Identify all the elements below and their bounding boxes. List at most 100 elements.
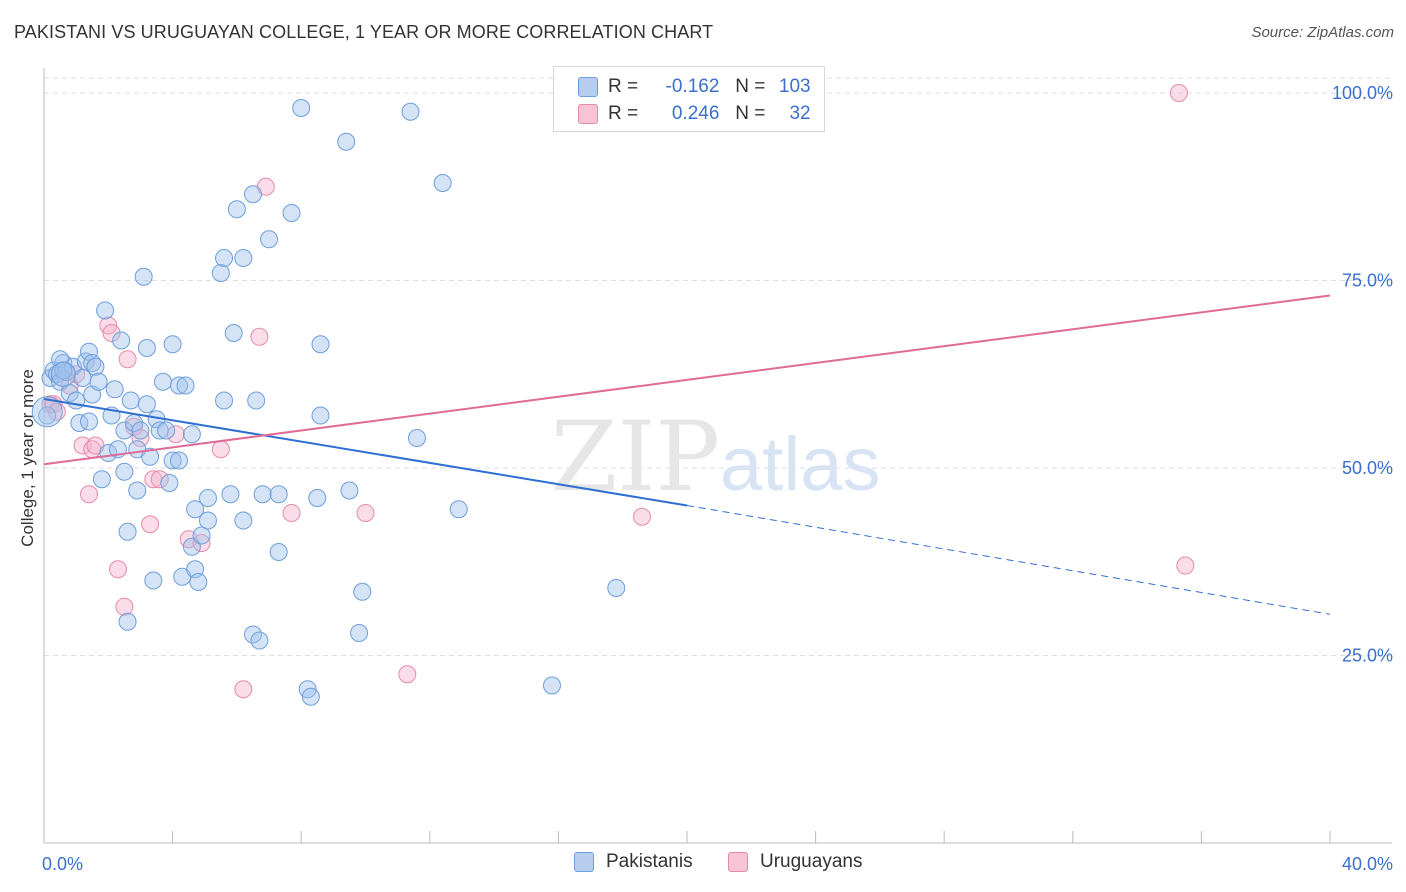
- data-point: [92, 470, 111, 489]
- uruguayans-points: [41, 84, 1195, 699]
- data-point: [70, 414, 89, 432]
- pakistanis-trend-line: [43, 398, 688, 507]
- data-point: [105, 380, 124, 399]
- data-point: [134, 267, 153, 286]
- data-point: [163, 335, 182, 354]
- data-point: [215, 249, 234, 267]
- data-point: [38, 406, 57, 425]
- trend-lines: [43, 294, 1331, 615]
- data-point: [76, 352, 95, 371]
- y-tick-label: 50.0%: [1342, 458, 1393, 478]
- watermark-zip: ZIP: [551, 401, 720, 513]
- data-point: [243, 185, 262, 204]
- axes: [43, 68, 1392, 844]
- legend-row-pakistanis: R = -0.162 N = 103: [578, 75, 811, 99]
- chart-title: PAKISTANI VS URUGUAYAN COLLEGE, 1 YEAR O…: [14, 22, 714, 42]
- data-point: [118, 612, 137, 631]
- data-point: [131, 421, 150, 440]
- data-point: [160, 474, 179, 492]
- data-point: [198, 511, 217, 530]
- data-point: [80, 412, 99, 431]
- data-point: [407, 429, 426, 447]
- data-point: [150, 470, 169, 489]
- n-label: N =: [735, 76, 766, 97]
- y-tick-label: 25.0%: [1342, 646, 1393, 666]
- data-point: [224, 324, 243, 342]
- data-point: [182, 425, 201, 444]
- data-point: [1169, 84, 1188, 102]
- data-point: [211, 264, 230, 282]
- data-point: [192, 526, 211, 545]
- data-point: [141, 447, 160, 466]
- data-point: [356, 504, 375, 522]
- data-point: [153, 372, 172, 391]
- data-point: [542, 676, 561, 695]
- data-point: [433, 174, 452, 192]
- pakistanis-points: [31, 99, 626, 706]
- data-point: [449, 500, 468, 519]
- uruguayans-trend-line: [43, 294, 1331, 466]
- data-point: [308, 489, 327, 507]
- n-value: 103: [778, 76, 811, 97]
- data-point: [131, 429, 150, 447]
- data-point: [51, 350, 70, 369]
- pakistanis-trend-extension: [686, 505, 1331, 615]
- data-point: [89, 372, 108, 391]
- data-point: [67, 391, 86, 410]
- legend-item-uruguayans[interactable]: Uruguayans: [728, 851, 862, 873]
- data-point: [632, 507, 651, 526]
- data-point: [269, 543, 288, 561]
- data-point: [96, 301, 115, 320]
- pink-swatch: [728, 852, 748, 872]
- data-point: [47, 402, 66, 421]
- watermark-atlas: atlas: [720, 422, 881, 507]
- r-label: R =: [608, 76, 639, 97]
- r-label: R =: [608, 103, 639, 124]
- data-point: [186, 500, 205, 519]
- data-point: [353, 582, 372, 601]
- data-point: [221, 485, 240, 504]
- pink-swatch: [578, 104, 598, 124]
- n-value: 32: [789, 103, 811, 124]
- data-point: [311, 335, 330, 354]
- data-point: [260, 230, 279, 249]
- r-value: -0.162: [665, 76, 720, 97]
- data-point: [73, 436, 92, 455]
- data-point: [80, 485, 99, 504]
- data-point: [250, 327, 269, 346]
- data-point: [401, 102, 420, 121]
- data-point: [108, 560, 127, 579]
- source-note: Source: ZipAtlas.com: [1251, 24, 1394, 41]
- data-point: [102, 324, 121, 342]
- x-tick-label: 0.0%: [42, 854, 83, 874]
- data-point: [253, 485, 272, 504]
- data-point: [170, 376, 189, 395]
- data-point: [398, 665, 417, 684]
- x-tick-label: 40.0%: [1342, 854, 1393, 874]
- tick-labels: 25.0% 50.0% 75.0% 100.0% 0.0% 40.0%: [42, 83, 1393, 874]
- data-point: [115, 597, 134, 616]
- blue-swatch: [578, 77, 598, 97]
- legend-item-pakistanis[interactable]: Pakistanis: [574, 851, 693, 873]
- data-point: [340, 481, 359, 500]
- legend-label: Uruguayans: [760, 851, 863, 872]
- data-point: [118, 350, 137, 369]
- data-point: [189, 573, 208, 591]
- stats-legend: R = -0.162 N = 103 R = 0.246 N = 32: [553, 66, 825, 132]
- data-point: [80, 342, 99, 361]
- data-point: [234, 680, 253, 699]
- data-point: [607, 579, 626, 597]
- data-point: [301, 687, 320, 706]
- data-point: [198, 489, 217, 507]
- data-point: [118, 522, 137, 541]
- data-point: [192, 534, 211, 552]
- data-point: [141, 515, 160, 534]
- data-point: [250, 631, 269, 650]
- data-point: [215, 391, 234, 410]
- data-point: [282, 504, 301, 522]
- data-point: [1176, 556, 1195, 575]
- data-point: [176, 376, 195, 395]
- data-point: [144, 571, 163, 590]
- data-point: [234, 511, 253, 530]
